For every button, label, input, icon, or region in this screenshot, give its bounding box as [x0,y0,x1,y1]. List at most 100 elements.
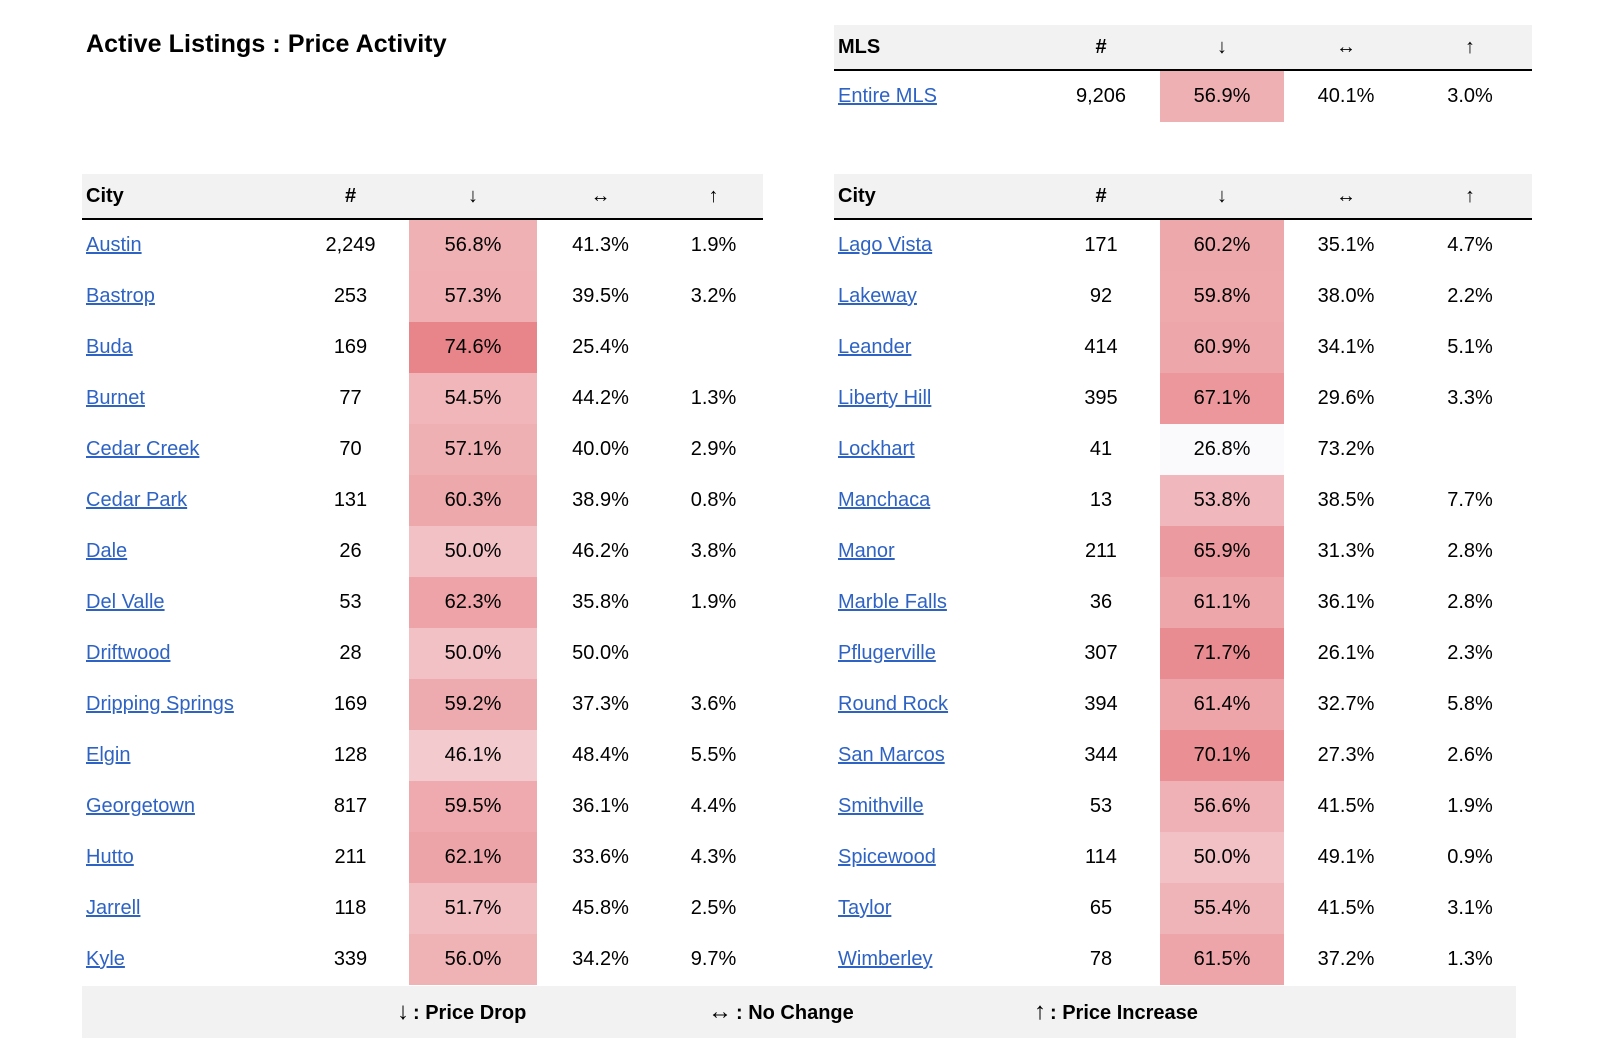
city-link[interactable]: Burnet [86,387,145,409]
city-link[interactable]: Dale [86,540,128,562]
city-name-cell: Cedar Creek [82,424,292,475]
up-arrow-icon: ↑ [1034,998,1046,1025]
price-drop-cell: 61.4% [1160,679,1284,730]
city-name-cell: Bastrop [82,271,292,322]
city-link[interactable]: Buda [86,336,133,358]
down-arrow-icon: ↓ [397,998,409,1025]
city-link[interactable]: Pflugerville [838,642,936,664]
city-link[interactable]: Kyle [86,948,125,970]
no-change-cell: 31.3% [1317,540,1375,562]
price-increase-cell: 1.9% [1447,795,1493,817]
city-link[interactable]: Marble Falls [838,591,947,613]
city-link[interactable]: Liberty Hill [838,387,932,409]
city-name-cell: Dripping Springs [82,679,292,730]
city-link[interactable]: Dripping Springs [86,693,234,715]
city-row: Marble Falls 36 61.1% 36.1% 2.8% [834,577,1532,628]
city-row: San Marcos 344 70.1% 27.3% 2.6% [834,730,1532,781]
city-row: Leander 414 60.9% 34.1% 5.1% [834,322,1532,373]
price-increase-cell: 2.2% [1447,285,1493,307]
price-increase-cell: 2.9% [690,438,737,460]
city-row: Austin 2,249 56.8% 41.3% 1.9% [82,219,763,271]
city-link[interactable]: Lago Vista [838,234,933,256]
city-name-cell: Austin [82,219,292,271]
mls-summary-table: MLS # ↓ ↔ ↑ Entire MLS 9,206 56.9% 40.1%… [834,25,1532,122]
price-increase-cell: 3.1% [1447,897,1493,919]
entire-mls-link[interactable]: Entire MLS [838,85,937,107]
city-link[interactable]: Bastrop [86,285,155,307]
city-link[interactable]: Smithville [838,795,924,817]
city-link[interactable]: Spicewood [838,846,936,868]
city-link[interactable]: Austin [86,234,142,256]
price-drop-column-header: ↓ [1160,174,1284,220]
price-drop-cell: 54.5% [409,373,537,424]
city-row: Cedar Creek 70 57.1% 40.0% 2.9% [82,424,763,475]
no-change-cell: 27.3% [1317,744,1375,766]
legend-label: : No Change [736,1002,854,1024]
city-link[interactable]: Cedar Park [86,489,188,511]
city-row: Georgetown 817 59.5% 36.1% 4.4% [82,781,763,832]
mls-column-header: MLS [834,25,1042,71]
city-link[interactable]: Elgin [86,744,131,766]
price-drop-cell: 56.8% [409,219,537,271]
count-cell: 78 [1089,948,1113,970]
city-link[interactable]: Del Valle [86,591,165,613]
count-column-header: # [1042,25,1160,71]
city-row: Cedar Park 131 60.3% 38.9% 0.8% [82,475,763,526]
city-link[interactable]: Driftwood [86,642,171,664]
no-change-cell: 37.2% [1317,948,1375,970]
city-link[interactable]: San Marcos [838,744,945,766]
no-change-cell: 35.8% [572,591,629,613]
count-cell: 211 [334,846,367,868]
city-link[interactable]: Jarrell [86,897,141,919]
city-name-cell: Buda [82,322,292,373]
price-increase-cell: 0.9% [1447,846,1493,868]
no-change-cell: 39.5% [572,285,629,307]
city-row: Buda 169 74.6% 25.4% [82,322,763,373]
no-change-column-header: ↔ [1284,174,1408,220]
city-name-cell: Leander [834,322,1042,373]
city-link[interactable]: Leander [838,336,912,358]
city-link[interactable]: Lakeway [838,285,917,307]
city-link[interactable]: Manor [838,540,895,562]
count-cell: 394 [1084,693,1118,715]
price-increase-cell: 4.7% [1447,234,1493,256]
city-row: Spicewood 114 50.0% 49.1% 0.9% [834,832,1532,883]
city-header-row: City # ↓ ↔ ↑ [834,174,1532,220]
city-link[interactable]: Wimberley [838,948,933,970]
price-drop-cell: 70.1% [1160,730,1284,781]
city-row: Burnet 77 54.5% 44.2% 1.3% [82,373,763,424]
count-cell: 307 [1084,642,1118,664]
price-increase-cell: 1.3% [1447,948,1493,970]
no-change-cell: 35.1% [1317,234,1375,256]
city-name-cell: Pflugerville [834,628,1042,679]
no-change-cell: 41.5% [1317,795,1375,817]
city-row: Wimberley 78 61.5% 37.2% 1.3% [834,934,1532,985]
city-name-cell: Driftwood [82,628,292,679]
no-change-cell: 49.1% [1317,846,1375,868]
city-name-cell: Del Valle [82,577,292,628]
price-drop-cell: 65.9% [1160,526,1284,577]
no-change-column-header: ↔ [1284,25,1408,71]
no-change-cell: 32.7% [1317,693,1375,715]
price-increase-cell: 5.8% [1447,693,1493,715]
city-link[interactable]: Hutto [86,846,134,868]
city-link[interactable]: Round Rock [838,693,949,715]
city-link[interactable]: Cedar Creek [86,438,200,460]
city-name-cell: Spicewood [834,832,1042,883]
city-column-header: City [834,174,1042,220]
city-link[interactable]: Lockhart [838,438,915,460]
no-change-cell: 73.2% [1317,438,1375,460]
city-name-cell: Burnet [82,373,292,424]
city-link[interactable]: Manchaca [838,489,931,511]
city-link[interactable]: Taylor [838,897,892,919]
legend-bar: ↓: Price Drop ↔: No Change ↑: Price Incr… [82,986,1516,1038]
city-row: Kyle 339 56.0% 34.2% 9.7% [82,934,763,985]
city-link[interactable]: Georgetown [86,795,195,817]
no-change-cell: 45.8% [572,897,629,919]
city-row: Smithville 53 56.6% 41.5% 1.9% [834,781,1532,832]
count-column-header: # [1042,174,1160,220]
price-increase-cell [664,322,763,373]
price-increase-cell: 9.7% [690,948,737,970]
count-cell: 2,249 [325,234,376,256]
price-drop-cell: 57.1% [409,424,537,475]
